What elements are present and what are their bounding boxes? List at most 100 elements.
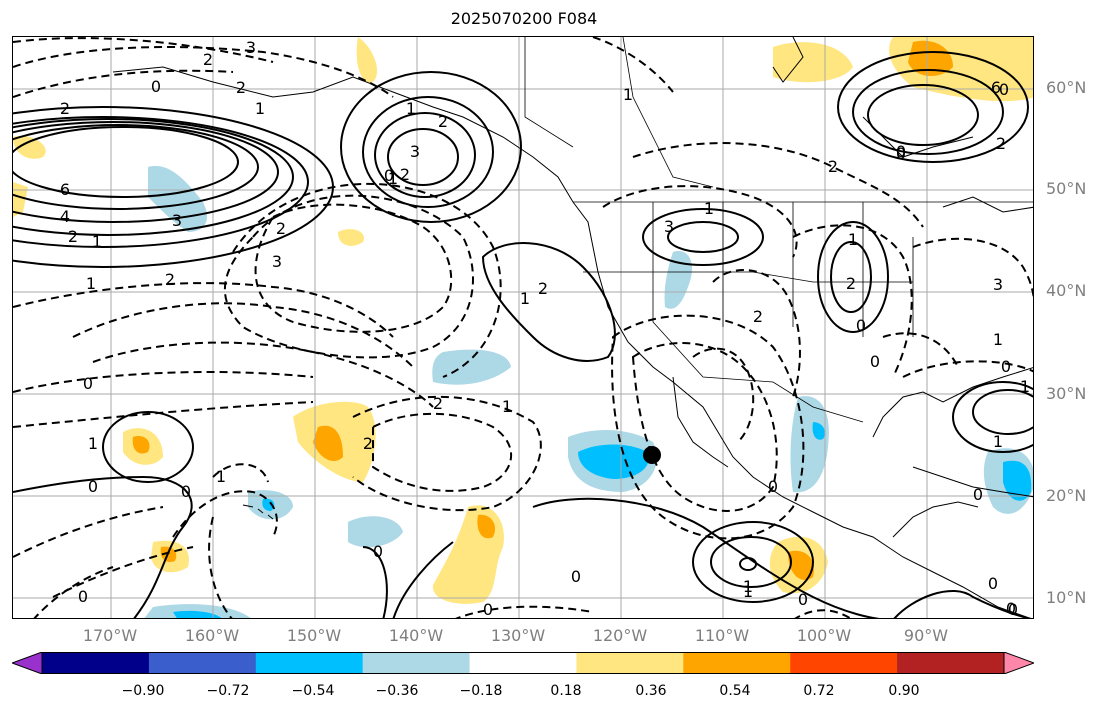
contour-label: 1 (255, 99, 265, 118)
colorbar-tick: 0.36 (635, 683, 667, 699)
shade-pos-strong (908, 40, 953, 77)
contour-label: 1 (743, 577, 753, 596)
contour-label: 2 (438, 112, 448, 131)
shade-neg (348, 516, 403, 548)
contour-lines-negative (13, 37, 1033, 618)
contour-label: 3 (246, 38, 256, 57)
contour-label: 1 (623, 85, 633, 104)
shade-neg-strong (812, 422, 825, 440)
shade-neg-strong (578, 444, 649, 479)
coastlines (112, 37, 1033, 618)
lon-label: 160°W (184, 626, 240, 645)
colorbar-tick: −0.18 (459, 683, 503, 699)
map-title: 2025070200 F084 (450, 9, 598, 28)
shade-pos (773, 42, 853, 83)
contour-label: 3 (993, 275, 1003, 294)
shade-neg (790, 396, 829, 493)
contour-label: 1 (1020, 377, 1030, 396)
contour-label: 1 (92, 232, 102, 251)
shade-pos (432, 505, 504, 604)
contour-label: 0 (870, 352, 880, 371)
contour-label: 1 (502, 397, 512, 416)
contour-label: 6 (60, 180, 70, 199)
lon-label: 130°W (490, 626, 546, 645)
contour-label: 1 (86, 274, 96, 293)
contour-label: 4 (60, 207, 70, 226)
shade-neg-strong (173, 610, 222, 618)
colorbar-border (41, 652, 1005, 674)
colorbar-segment (469, 652, 577, 674)
contour-label: 2 (203, 50, 213, 69)
map-canvas: 3 2 0 2 2 1 6 4 2 1 3 2 1 3 2 1 0 2 3 1 … (13, 37, 1033, 619)
contour-label: 1 (216, 467, 226, 486)
contour-label: 1 (704, 199, 714, 218)
shade-neg-strong (1003, 460, 1032, 501)
lon-label: 150°W (286, 626, 342, 645)
contour-label: 2 (753, 307, 763, 326)
lon-label: 90°W (903, 626, 949, 645)
colorbar-segment (362, 652, 471, 674)
contour-label: 1 (88, 434, 98, 453)
colorbar-tick: 0.18 (550, 683, 582, 699)
contour-label: 0 (798, 590, 808, 609)
colorbar-segment (790, 652, 898, 674)
shade-pos (338, 229, 364, 246)
shade-pos (13, 182, 28, 217)
contour-label: 0 (483, 600, 493, 619)
lat-label: 30°N (1046, 384, 1087, 403)
contour-label: 0 (973, 485, 983, 504)
contour-label: 2 (165, 270, 175, 289)
contour-label: 0 (83, 374, 93, 393)
contour-label: 0 (571, 567, 581, 586)
contour-label: 2 (828, 157, 838, 176)
colorbar-segments (12, 652, 1034, 674)
contour-label: 2 (236, 78, 246, 97)
storm-center-marker (643, 446, 661, 464)
contour-label: 0 (1008, 600, 1018, 619)
shade-pos-strong (313, 425, 343, 462)
contour-lines (13, 51, 1033, 618)
graticule (13, 37, 1033, 618)
map-panel: 3 2 0 2 2 1 6 4 2 1 3 2 1 3 2 1 0 2 3 1 … (12, 36, 1034, 619)
contour-label: 1 (520, 289, 530, 308)
lat-label: 40°N (1046, 281, 1087, 300)
contour-label: 0 (896, 144, 906, 163)
contour-label: 1 (848, 230, 858, 249)
contour-label: 0 (1006, 599, 1016, 618)
shade-pos (889, 37, 1033, 102)
contour-label: 2 (996, 134, 1006, 153)
lat-label: 10°N (1046, 588, 1087, 607)
contour-label: 1 (993, 330, 1003, 349)
colorbar-extend-low (12, 652, 43, 674)
lon-label: 120°W (592, 626, 648, 645)
shade-pos-strong (477, 514, 496, 539)
contour-label: 0 (151, 77, 161, 96)
colorbar-segment (148, 652, 257, 674)
colorbar-tick: −0.36 (375, 683, 419, 699)
contour-label: 6 (991, 78, 1001, 97)
contour-label: 1 (388, 169, 398, 188)
colorbar-segment (42, 652, 150, 674)
contour-label: 2 (276, 219, 286, 238)
colorbar-tick: −0.72 (206, 683, 250, 699)
shade-neg (432, 349, 511, 385)
colorbar-tick: 0.90 (888, 683, 920, 699)
shade-pos (13, 136, 46, 159)
contour-label: 0 (1001, 357, 1011, 376)
contour-label: 3 (272, 252, 282, 271)
contour-label: 0 (768, 477, 778, 496)
shade-neg (664, 251, 693, 309)
lat-label: 50°N (1046, 179, 1087, 198)
contour-label: 1 (743, 582, 753, 601)
shade-neg-strong (262, 498, 275, 511)
lat-label: 60°N (1046, 78, 1087, 97)
shade-pos (356, 37, 378, 83)
lon-label: 140°W (388, 626, 444, 645)
contour-label: 0 (856, 316, 866, 335)
contour-label: 0 (88, 477, 98, 496)
contour-label: 0 (78, 587, 88, 606)
colorbar-tick: 0.54 (719, 683, 751, 699)
contour-label: 3 (172, 211, 182, 230)
colorbar-tick: 0.72 (803, 683, 835, 699)
contour-label: 0 (373, 542, 383, 561)
